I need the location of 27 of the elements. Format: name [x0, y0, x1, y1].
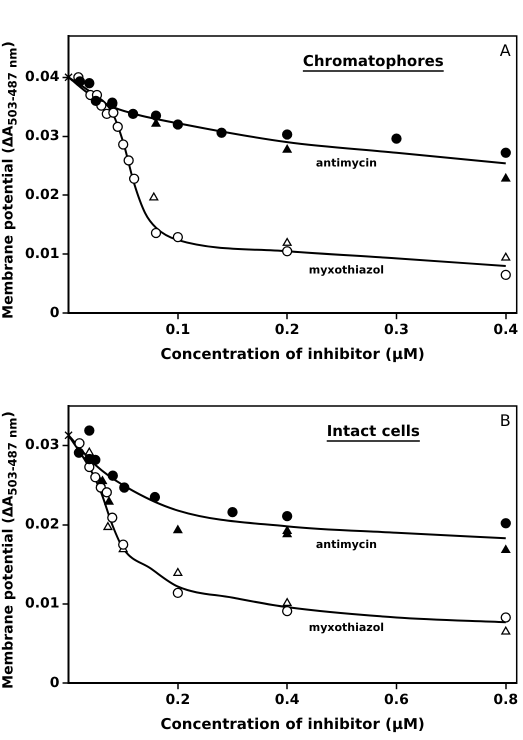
y-tick-label: 0.01 — [24, 246, 60, 262]
x-tick-label: 0.8 — [493, 692, 518, 708]
x-axis-title: Concentration of inhibitor (μM) — [160, 344, 425, 363]
x-tick-label: 0.6 — [384, 692, 409, 708]
series-label: myxothiazol — [308, 621, 384, 634]
x-tick-label: 0.4 — [493, 322, 518, 338]
y-tick-label: 0.03 — [24, 437, 60, 454]
y-tick-label: 0.03 — [24, 128, 60, 144]
x-tick-label: 0.2 — [274, 322, 300, 338]
y-tick-label: 0.02 — [24, 516, 60, 532]
series-label: antimycin — [316, 538, 377, 552]
annotation: A — [500, 41, 511, 60]
x-tick-label: 0.1 — [165, 322, 190, 338]
y-tick-label: 0.04 — [24, 68, 60, 85]
y-tick-label: 0 — [50, 674, 60, 691]
x-tick-label: 0.3 — [384, 322, 409, 338]
series-label: antimycin — [316, 156, 377, 170]
y-tick-label: 0.02 — [24, 186, 60, 203]
series-label: myxothiazol — [308, 263, 384, 276]
annotation: B — [500, 411, 511, 430]
y-tick-label: 0 — [50, 304, 60, 321]
x-tick-label: 0.4 — [274, 692, 300, 708]
y-tick-label: 0.01 — [24, 596, 60, 612]
x-axis-title: Concentration of inhibitor (μM) — [160, 714, 425, 733]
x-tick-label: 0.2 — [165, 692, 190, 708]
text: Intact cells — [326, 422, 420, 440]
text: Chromatophores — [302, 52, 444, 70]
